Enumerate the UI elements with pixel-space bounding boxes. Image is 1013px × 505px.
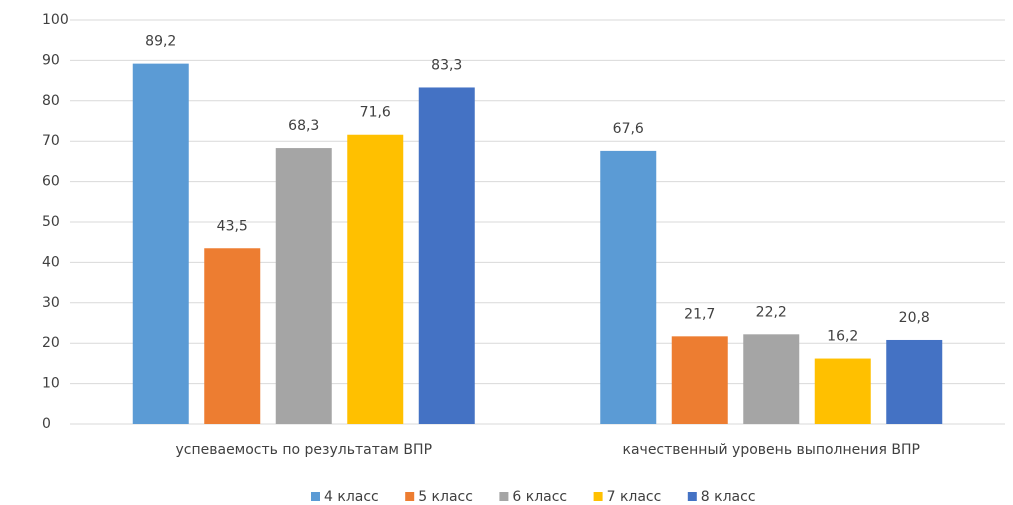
data-label: 83,3 xyxy=(431,57,462,73)
bar xyxy=(204,248,261,424)
bar xyxy=(600,150,657,424)
y-tick-label: 70 xyxy=(42,133,60,149)
bar xyxy=(347,134,404,424)
legend-swatch xyxy=(593,492,603,501)
bar xyxy=(275,148,332,424)
bar xyxy=(886,339,943,424)
legend-label: 7 класс xyxy=(607,489,662,505)
y-tick-label: 30 xyxy=(42,295,60,311)
legend-label: 8 класс xyxy=(701,489,756,505)
legend-swatch xyxy=(405,492,415,501)
y-tick-label: 50 xyxy=(42,214,60,230)
y-tick-label: 100 xyxy=(42,12,69,28)
y-tick-label: 0 xyxy=(42,416,51,432)
data-label: 22,2 xyxy=(756,304,787,320)
y-tick-label: 20 xyxy=(42,335,60,351)
data-label: 20,8 xyxy=(899,310,930,326)
legend-label: 5 класс xyxy=(418,489,473,505)
legend-label: 6 класс xyxy=(512,489,567,505)
data-label: 89,2 xyxy=(145,34,176,50)
data-label: 43,5 xyxy=(217,218,248,234)
data-label: 68,3 xyxy=(288,118,319,134)
data-label: 21,7 xyxy=(684,306,715,322)
y-tick-label: 90 xyxy=(42,52,60,68)
data-label: 67,6 xyxy=(613,121,644,137)
legend-swatch xyxy=(687,492,697,501)
x-tick-label: успеваемость по результатам ВПР xyxy=(175,442,432,458)
legend-label: 4 класс xyxy=(324,489,379,505)
y-tick-label: 10 xyxy=(42,376,60,392)
legend-swatch xyxy=(311,492,320,501)
bar xyxy=(132,63,189,425)
y-tick-label: 80 xyxy=(42,93,60,109)
y-tick-label: 60 xyxy=(42,174,60,190)
data-label: 16,2 xyxy=(827,329,858,345)
x-tick-label: качественный уровень выполнения ВПР xyxy=(623,442,920,458)
bar xyxy=(814,358,871,424)
bar xyxy=(743,334,800,424)
bar xyxy=(418,87,475,424)
bar xyxy=(671,336,728,424)
legend-swatch xyxy=(499,492,509,501)
data-label: 71,6 xyxy=(360,105,391,121)
y-tick-label: 40 xyxy=(42,254,60,270)
